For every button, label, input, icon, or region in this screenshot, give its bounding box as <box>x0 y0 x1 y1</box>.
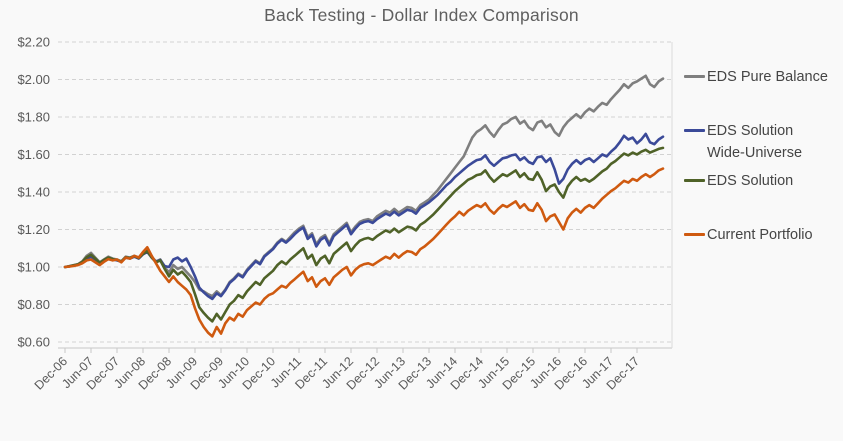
series-line-eds-solution <box>63 146 665 323</box>
legend-item-eds-solution-wide-universe: EDS Solution Wide-Universe <box>684 120 840 164</box>
y-tick-label: $2.20 <box>17 35 50 50</box>
y-tick-label: $0.60 <box>17 335 50 350</box>
legend-label: EDS Solution <box>707 173 794 189</box>
y-tick-label: $0.80 <box>17 297 50 312</box>
legend-label: Current Portfolio <box>707 227 813 243</box>
y-tick-label: $1.00 <box>17 260 50 275</box>
legend-swatch <box>684 233 705 236</box>
y-tick-label: $1.60 <box>17 147 50 162</box>
legend-item-eds-pure-balance: EDS Pure Balance <box>684 66 840 88</box>
legend-swatch <box>684 129 705 132</box>
y-tick-label: $1.40 <box>17 185 50 200</box>
plot-area: $0.60 $0.80 $1.00 $1.20 $1.40 $1.60 $1.80 $2.00… <box>17 35 673 393</box>
y-tick-label: $1.80 <box>17 110 50 125</box>
y-tick-label: $2.00 <box>17 72 50 87</box>
y-tick-label: $1.20 <box>17 222 50 237</box>
legend: EDS Pure Balance EDS Solution Wide-Univer… <box>684 66 840 278</box>
series-line-current-portfolio <box>63 167 665 338</box>
series-line-eds-solution-wide-universe <box>63 132 665 301</box>
legend-item-eds-solution: EDS Solution <box>684 170 840 192</box>
legend-label: EDS Pure Balance <box>707 69 828 85</box>
legend-swatch <box>684 179 705 182</box>
legend-item-current-portfolio: Current Portfolio <box>684 224 840 246</box>
legend-swatch <box>684 75 705 78</box>
legend-label: EDS Solution Wide-Universe <box>707 123 803 161</box>
chart-title: Back Testing - Dollar Index Comparison <box>264 5 579 25</box>
